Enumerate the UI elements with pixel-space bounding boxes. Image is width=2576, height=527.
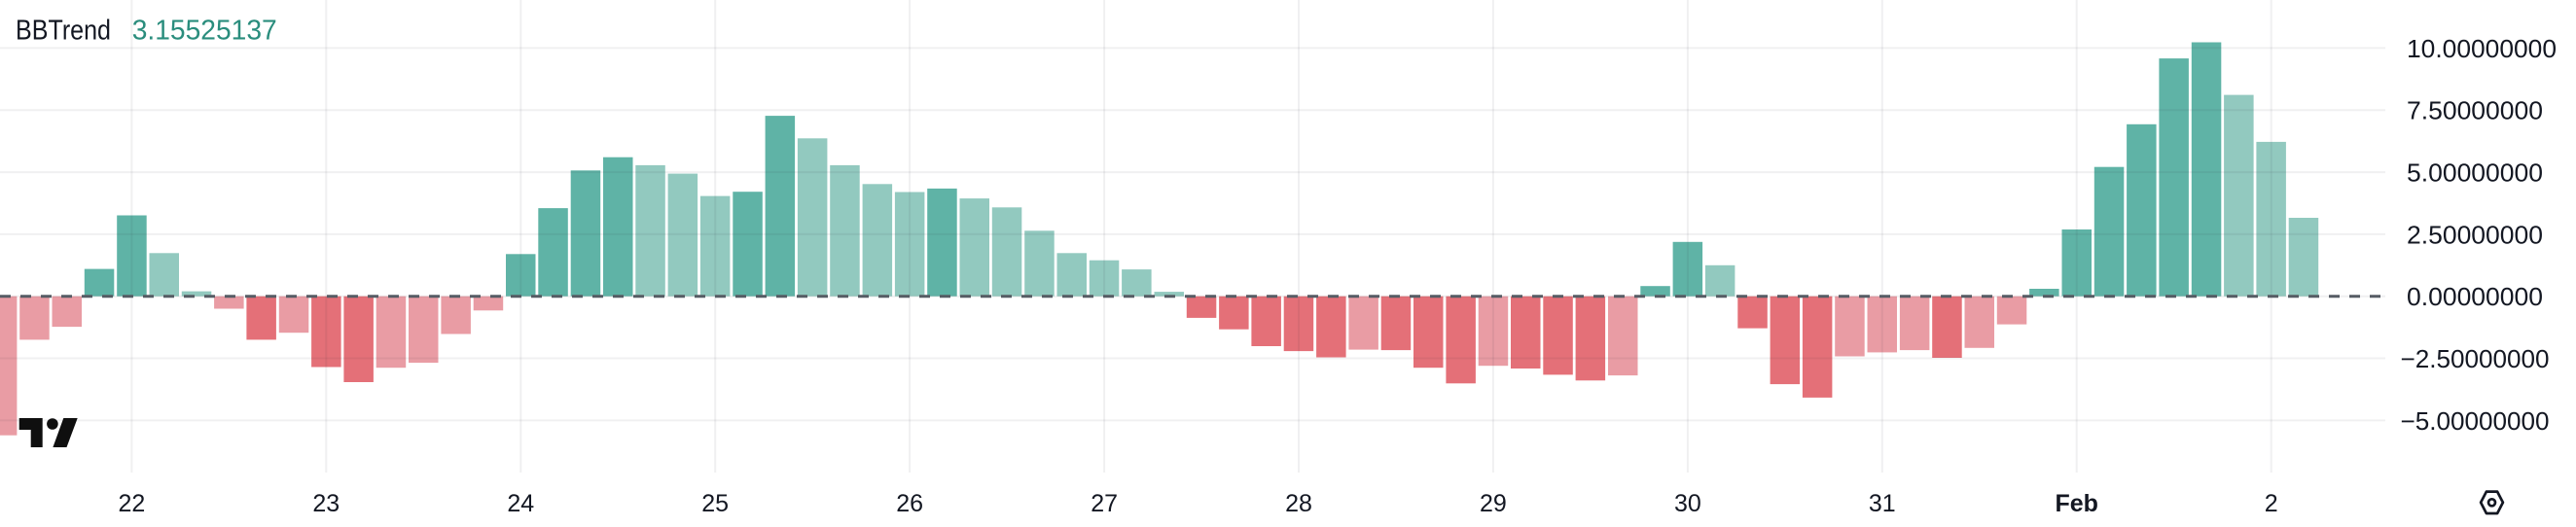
svg-text:Feb: Feb (2055, 490, 2097, 517)
svg-text:7.50000000: 7.50000000 (2407, 96, 2543, 125)
svg-text:3.15525137: 3.15525137 (132, 16, 277, 47)
svg-text:25: 25 (701, 490, 729, 517)
svg-text:−5.00000000: −5.00000000 (2401, 406, 2550, 436)
svg-text:5.00000000: 5.00000000 (2407, 158, 2543, 188)
svg-text:27: 27 (1091, 490, 1118, 517)
svg-text:28: 28 (1285, 490, 1312, 517)
svg-text:23: 23 (312, 490, 340, 517)
svg-text:0.00000000: 0.00000000 (2407, 282, 2543, 311)
svg-text:24: 24 (507, 490, 534, 517)
svg-text:2.50000000: 2.50000000 (2407, 220, 2543, 249)
svg-text:22: 22 (118, 490, 145, 517)
svg-text:30: 30 (1674, 490, 1701, 517)
svg-text:29: 29 (1480, 490, 1507, 517)
svg-text:31: 31 (1869, 490, 1896, 517)
svg-text:2: 2 (2265, 490, 2278, 517)
svg-text:−2.50000000: −2.50000000 (2401, 344, 2550, 373)
svg-text:10.00000000: 10.00000000 (2407, 34, 2557, 63)
svg-text:BBTrend: BBTrend (16, 16, 111, 47)
svg-text:26: 26 (896, 490, 923, 517)
